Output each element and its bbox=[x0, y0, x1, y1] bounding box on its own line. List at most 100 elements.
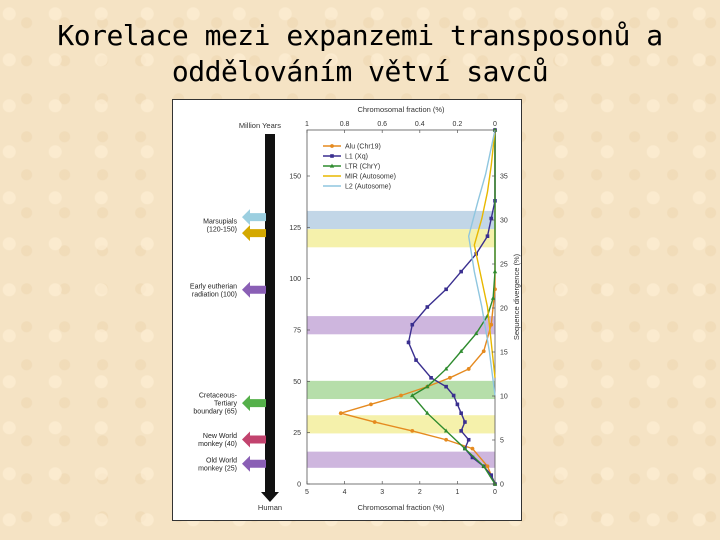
event-label-0: Marsupials (120-150) bbox=[203, 219, 237, 234]
band-2 bbox=[307, 316, 495, 335]
right-tick-label-5: 10 bbox=[500, 394, 508, 401]
point-1-8 bbox=[459, 411, 463, 415]
point-1-21 bbox=[489, 216, 494, 221]
plot-frame bbox=[306, 129, 496, 485]
point-0-8 bbox=[399, 393, 403, 398]
bottom-tick-label-1: 4 bbox=[343, 489, 347, 496]
band-3 bbox=[307, 380, 495, 400]
point-2-8 bbox=[458, 348, 464, 353]
point-0-13 bbox=[489, 322, 494, 327]
event-arrow-0-1 bbox=[242, 225, 266, 242]
band-1 bbox=[307, 229, 495, 248]
slide-title: Korelace mezi expanzemi transposonů a od… bbox=[57, 19, 663, 88]
point-1-18 bbox=[459, 269, 463, 274]
event-arrow-3-0 bbox=[242, 431, 266, 448]
point-2-11 bbox=[490, 295, 496, 300]
point-2-7 bbox=[443, 366, 449, 371]
top-tick-label-3: 0.4 bbox=[415, 121, 425, 128]
event-label-2: Cretaceous-Tertiary boundary (65) bbox=[193, 393, 237, 416]
point-1-17 bbox=[444, 287, 448, 292]
left-tick-label-3: 75 bbox=[293, 328, 301, 335]
timeline-bar bbox=[265, 134, 275, 494]
point-2-2 bbox=[462, 446, 468, 451]
left-tick-label-5: 25 bbox=[293, 430, 301, 437]
point-0-4 bbox=[410, 429, 415, 433]
top-axis-title: Chromosomal fraction (%) bbox=[357, 105, 445, 114]
point-1-7 bbox=[463, 420, 467, 424]
left-tick-label-0: 150 bbox=[289, 174, 301, 181]
point-1-13 bbox=[414, 358, 418, 362]
right-tick-label-3: 20 bbox=[500, 306, 508, 313]
point-0-6 bbox=[338, 411, 343, 416]
point-1-16 bbox=[425, 305, 430, 309]
point-0-12 bbox=[481, 349, 486, 354]
plot-border bbox=[306, 129, 496, 485]
left-tick-label-2: 100 bbox=[289, 276, 301, 283]
point-0-2 bbox=[470, 446, 475, 451]
top-tick-label-0: 1 bbox=[305, 121, 309, 128]
right-tick-label-7: 0 bbox=[500, 482, 504, 489]
legend-label-3: MIR (Autosome) bbox=[345, 174, 396, 181]
left-tick-label-1: 125 bbox=[289, 225, 301, 232]
point-1-1 bbox=[489, 473, 494, 477]
point-1-5 bbox=[466, 437, 471, 442]
point-2-12 bbox=[492, 269, 498, 274]
series-line-3 bbox=[473, 129, 496, 378]
chart-figure: 1 0.8 0.6 0.4 0.2 0 Chromosomal fraction (%) 5 4… bbox=[172, 99, 522, 521]
axes-layer: 1 0.8 0.6 0.4 0.2 0 Chromosomal fraction (%) 5 4… bbox=[239, 105, 521, 512]
left-tick-label-4: 50 bbox=[293, 379, 301, 386]
point-1-10 bbox=[451, 393, 456, 398]
point-2-9 bbox=[474, 331, 479, 336]
point-2-5 bbox=[410, 393, 415, 398]
point-0-3 bbox=[444, 437, 449, 442]
point-1-9 bbox=[455, 402, 460, 407]
top-tick-label-4: 0.2 bbox=[453, 121, 463, 128]
point-1-3 bbox=[470, 455, 475, 460]
band-layer bbox=[307, 210, 495, 468]
point-2-4 bbox=[425, 410, 430, 415]
event-arrow-2-0 bbox=[242, 395, 266, 412]
bottom-tick-label-0: 5 bbox=[305, 489, 309, 496]
right-tick-label-2: 25 bbox=[500, 262, 508, 269]
point-2-13 bbox=[492, 127, 498, 132]
point-2-1 bbox=[481, 463, 486, 468]
point-1-20 bbox=[485, 234, 490, 238]
bottom-tick-label-2: 3 bbox=[380, 489, 384, 496]
series-line-4 bbox=[467, 129, 496, 396]
legend-swatch-marker-0 bbox=[330, 144, 334, 148]
legend-label-0: Alu (Chr19) bbox=[345, 144, 381, 151]
series-line-2 bbox=[411, 130, 496, 485]
bottom-tick-label-3: 2 bbox=[418, 489, 422, 496]
right-tick-label-1: 30 bbox=[500, 218, 508, 225]
event-arrow-0-0 bbox=[242, 209, 266, 226]
event-label-4: Old World monkey (25) bbox=[198, 457, 237, 472]
point-1-11 bbox=[444, 384, 448, 389]
band-0 bbox=[307, 210, 495, 230]
point-0-7 bbox=[369, 402, 373, 407]
left-tick-label-6: 0 bbox=[297, 482, 301, 489]
band-5 bbox=[307, 451, 495, 468]
timeline: Human Marsupials (120-150) Early eutherian r… bbox=[190, 134, 282, 512]
point-0-11 bbox=[466, 367, 471, 371]
top-tick-label-5: 0 bbox=[493, 121, 497, 128]
point-1-14 bbox=[406, 340, 411, 345]
top-tick-label-1: 0.8 bbox=[340, 121, 350, 128]
legend: Alu (Chr19) L1 (Xq) LTR (ChrY) MIR (Autosom… bbox=[323, 144, 396, 191]
left-axis-title: Million Years bbox=[239, 121, 281, 130]
event-arrow-4-0 bbox=[242, 455, 266, 472]
event-label-3: New World monkey (40) bbox=[198, 433, 237, 448]
right-tick-label-0: 35 bbox=[500, 174, 508, 181]
point-1-12 bbox=[429, 376, 433, 380]
timeline-bottom-label: Human bbox=[258, 503, 282, 512]
bottom-tick-label-5: 0 bbox=[493, 489, 497, 496]
right-tick-label-4: 15 bbox=[500, 350, 508, 357]
series-layer bbox=[338, 127, 498, 486]
legend-label-2: LTR (ChrY) bbox=[345, 164, 380, 171]
timeline-arrowhead bbox=[261, 492, 279, 502]
legend-swatch-marker-2 bbox=[329, 163, 335, 168]
top-tick-label-2: 0.6 bbox=[377, 121, 387, 128]
right-axis-title: Sequence divergence (%) bbox=[512, 253, 521, 340]
event-label-1: Early eutherian radiation (100) bbox=[190, 283, 237, 298]
band-4 bbox=[307, 415, 495, 434]
right-tick-label-6: 5 bbox=[500, 438, 504, 445]
